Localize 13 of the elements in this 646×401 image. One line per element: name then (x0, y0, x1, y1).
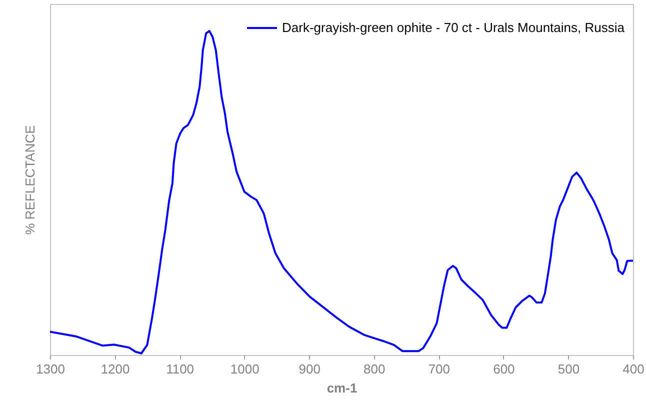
x-tick-label: 400 (622, 362, 644, 376)
x-tick-label: 700 (428, 362, 450, 376)
y-axis-title: % REFLECTANCE (22, 124, 38, 235)
x-tick-label: 1300 (36, 362, 65, 376)
x-tick-label: 800 (364, 362, 386, 376)
x-tick-label: 900 (298, 362, 320, 376)
x-tick-label: 600 (493, 362, 515, 376)
x-axis-title: cm-1 (326, 380, 358, 396)
x-tick-label: 500 (558, 362, 580, 376)
x-tick-label: 1000 (230, 362, 260, 376)
legend-label: Dark-grayish-green ophite - 70 ct - Urals Mountains, Russia (282, 20, 626, 35)
x-tick-label: 1100 (166, 362, 194, 376)
x-tick-label: 1200 (100, 362, 130, 376)
